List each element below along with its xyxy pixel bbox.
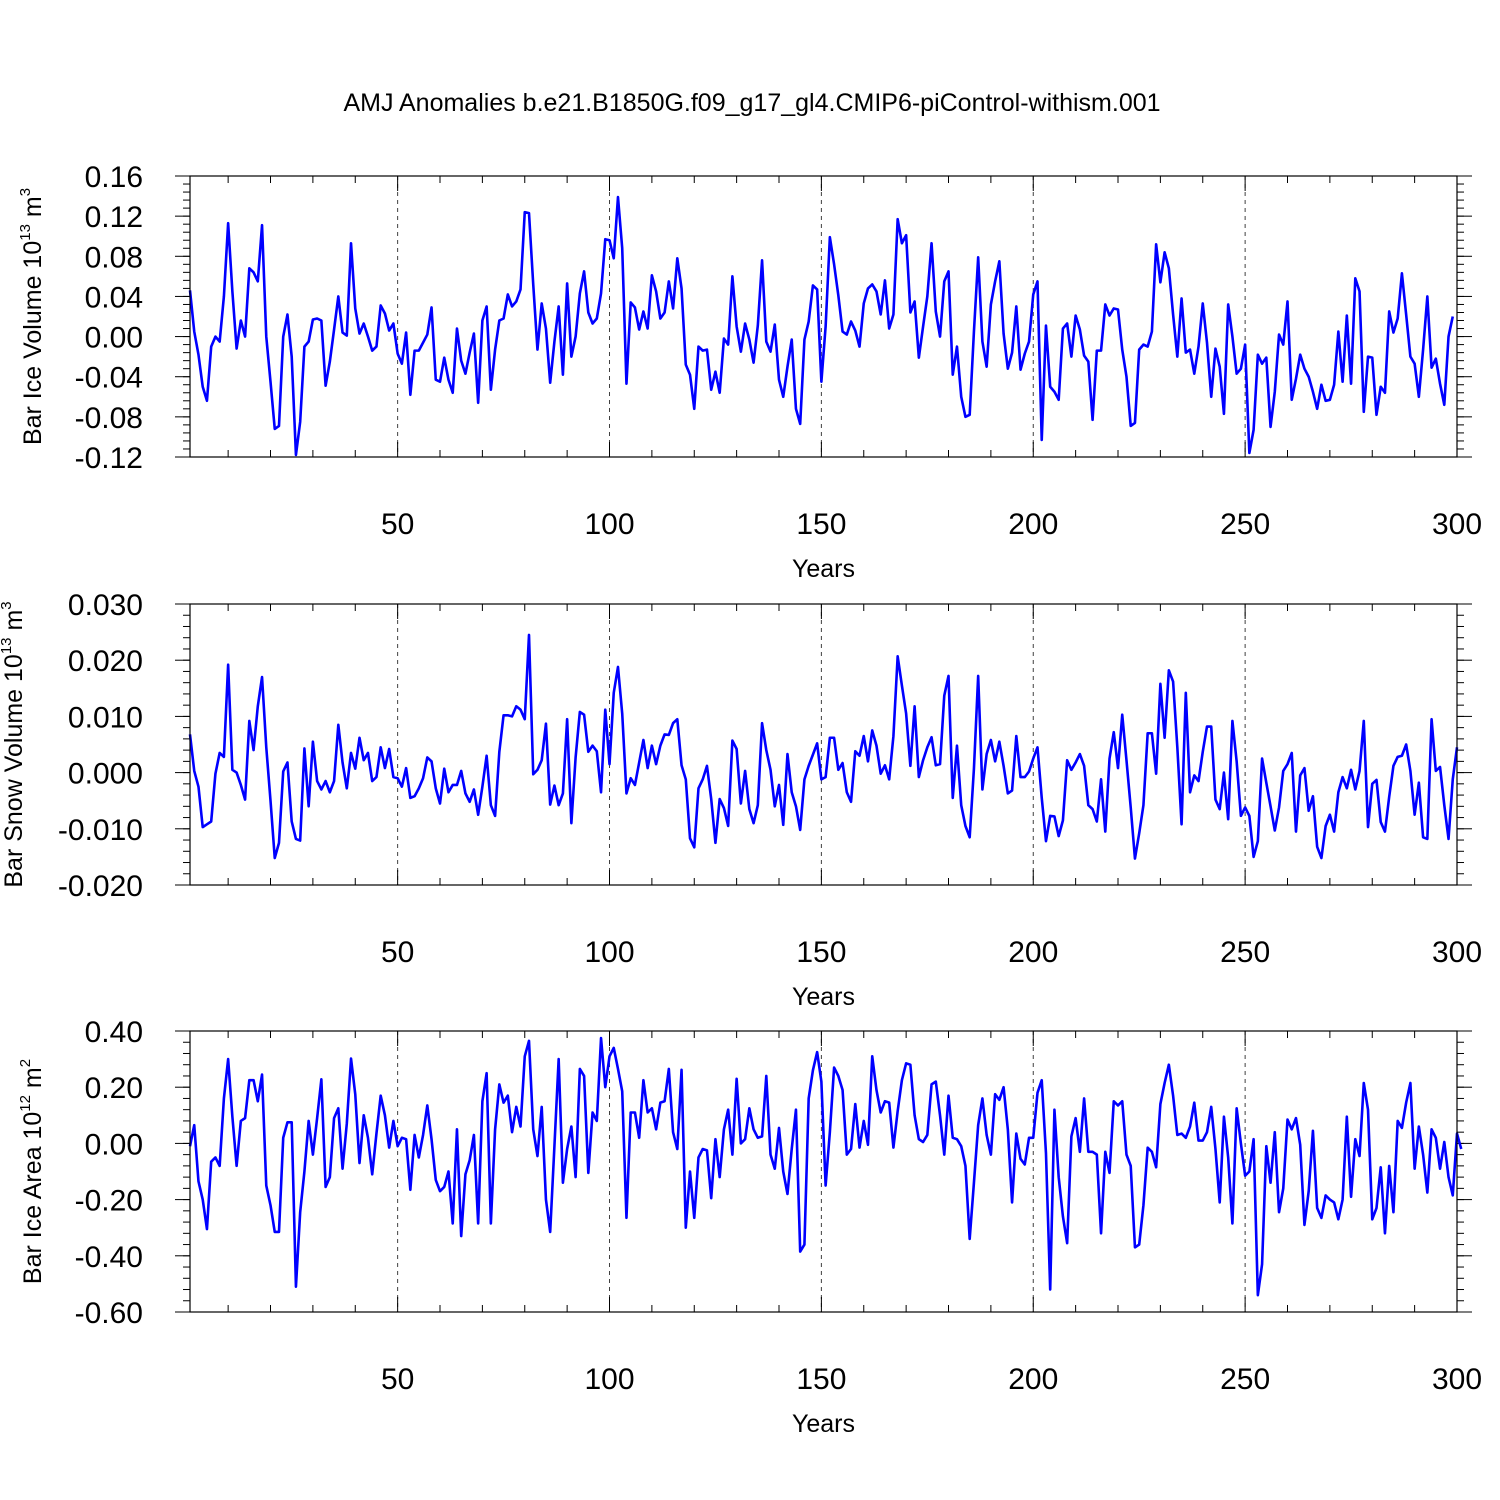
y-tick-label: -0.08	[75, 402, 143, 435]
x-tick-label: 150	[796, 936, 846, 969]
plot-frame	[189, 603, 1458, 886]
y-tick-label: 0.08	[85, 241, 143, 274]
series-line	[188, 633, 1459, 860]
plot-frame	[189, 175, 1458, 458]
x-tick-label: 200	[1008, 508, 1058, 541]
x-axis-label: Years	[792, 555, 855, 583]
y-tick-label: 0.20	[85, 1072, 143, 1105]
x-tick-label: 50	[381, 936, 414, 969]
y-tick-label: -0.04	[75, 362, 143, 395]
y-axis-label: Bar Ice Area 1012 m2	[17, 1059, 47, 1284]
panel-1: 50 100 150 200 250 300 -0.12 -0.08 -0.04 0.00 0.04…	[17, 161, 1482, 583]
x-axis-label: Years	[792, 1410, 855, 1438]
x-tick-label: 150	[796, 508, 846, 541]
x-tick-label: 150	[796, 1363, 846, 1396]
x-tick-label: 100	[584, 508, 634, 541]
x-tick-label: 200	[1008, 936, 1058, 969]
y-tick-label: 0.00	[85, 322, 143, 355]
y-tick-label: 0.010	[68, 701, 143, 734]
series-line	[188, 1036, 1463, 1297]
y-tick-label: 0.12	[85, 201, 143, 234]
y-tick-label: 0.16	[85, 161, 143, 194]
y-tick-label: 0.030	[68, 589, 143, 622]
x-tick-label: 250	[1220, 1363, 1270, 1396]
y-tick-label: 0.04	[85, 281, 143, 314]
y-tick-label: -0.020	[58, 870, 143, 903]
y-tick-label: -0.20	[75, 1185, 143, 1218]
x-tick-label: 50	[381, 508, 414, 541]
y-tick-label: 0.40	[85, 1016, 143, 1049]
series-line	[188, 195, 1455, 457]
y-tick-label: 0.020	[68, 645, 143, 678]
x-tick-label: 200	[1008, 1363, 1058, 1396]
y-tick-label: -0.010	[58, 814, 143, 847]
x-tick-label: 300	[1432, 936, 1482, 969]
y-tick-label: 0.000	[68, 758, 143, 791]
plot-frame	[189, 1030, 1458, 1313]
y-axis-label: Bar Snow Volume 1013 m3	[0, 601, 28, 887]
x-tick-label: 250	[1220, 936, 1270, 969]
y-tick-label: 0.00	[85, 1128, 143, 1161]
x-axis-label: Years	[792, 983, 855, 1011]
x-tick-label: 300	[1432, 508, 1482, 541]
x-tick-label: 250	[1220, 508, 1270, 541]
x-tick-label: 100	[584, 1363, 634, 1396]
y-tick-label: -0.12	[75, 442, 143, 475]
chart-title: AMJ Anomalies b.e21.B1850G.f09_g17_gl4.C…	[343, 89, 1160, 117]
y-tick-label: -0.40	[75, 1241, 143, 1274]
y-axis-label: Bar Ice Volume 1013 m3	[17, 188, 47, 445]
x-tick-label: 300	[1432, 1363, 1482, 1396]
x-tick-label: 100	[584, 936, 634, 969]
panel-3: 50 100 150 200 250 300 -0.60 -0.40 -0.20 0.00 0.20…	[17, 1016, 1482, 1438]
x-tick-label: 50	[381, 1363, 414, 1396]
panel-2: 50 100 150 200 250 300 -0.020 -0.010 0.000 0.010 0…	[0, 589, 1482, 1011]
y-tick-label: -0.60	[75, 1297, 143, 1330]
